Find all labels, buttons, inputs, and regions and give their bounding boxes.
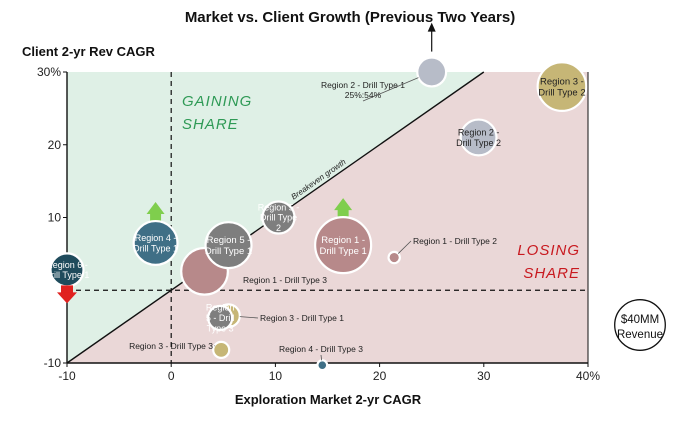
bubble-label: 2	[276, 223, 281, 233]
bubble-region-3-drill-type-2	[536, 61, 588, 112]
x-axis-title: Exploration Market 2-yr CAGR	[235, 392, 422, 407]
bubble-label: Region 3 -	[540, 76, 584, 87]
bubble-label: Drill Type 1	[133, 243, 178, 253]
bubble-label: Drill Type 2	[456, 138, 501, 148]
bubble-region-2-drill-type-1	[416, 56, 448, 88]
x-tick-label: -10	[58, 369, 76, 383]
bubble-region-1-drill-type-2	[387, 250, 401, 265]
bubble-outside-label: Region 1 - Drill Type 2	[413, 236, 497, 246]
y-tick-label: 30%	[37, 65, 61, 79]
arrows	[57, 22, 436, 304]
y-tick-label: -10	[44, 356, 62, 370]
bubbles	[49, 56, 588, 372]
bubble-label: Region	[206, 303, 235, 313]
bubble-label: Region 5 -	[258, 202, 300, 212]
y-tick-label: 10	[48, 211, 62, 225]
losing-share-label: LOSING	[517, 242, 580, 259]
size-legend-label: $40MM	[621, 314, 659, 326]
growth-arrow-up	[337, 209, 349, 218]
bubble-outside-label: Region 1 - Drill Type 3	[243, 275, 327, 285]
bubble-label: Drill Type	[260, 213, 297, 223]
leader-line	[397, 240, 412, 254]
bubble-label: Region 2 -	[458, 127, 500, 137]
bubble-region-1-drill-type-1	[314, 216, 373, 275]
bubble-label: 5 - Drill	[206, 313, 235, 323]
bubble-label: Drill Type 2	[538, 87, 585, 98]
bubble-label: Region 5 -	[207, 235, 251, 246]
bubble-region-2-drill-type-2	[459, 118, 498, 157]
y-axis-title: Client 2-yr Rev CAGR	[22, 44, 156, 59]
losing-share-label: SHARE	[523, 265, 580, 282]
x-tick-label: 40%	[576, 369, 600, 383]
size-legend-label: Revenue	[617, 329, 663, 341]
bubble-region-4-drill-type-1	[132, 219, 179, 266]
x-tick-label: 20	[373, 369, 387, 383]
leader-line	[362, 77, 419, 102]
off-scale-arrow	[427, 22, 436, 32]
x-tick-label: 10	[269, 369, 283, 383]
bubble-label: Region 6 -	[46, 260, 88, 270]
gaining-share-label: GAINING	[182, 93, 252, 110]
axes: -10 0 10 20 30 40% -10 10 20 30%	[37, 65, 600, 383]
arrows-back	[146, 198, 353, 222]
gaining-share-label: SHARE	[182, 116, 239, 133]
chart-title: Market vs. Client Growth (Previous Two Y…	[185, 9, 515, 26]
x-tick-label: 30	[477, 369, 491, 383]
bubble-label: Drill Type 1	[205, 246, 252, 257]
size-legend-bubble	[614, 299, 666, 351]
bubble-region-5-drill-type-1	[204, 221, 253, 270]
bubble-label: Region 4 -	[135, 233, 177, 243]
bubble-region-3-drill-type-3	[212, 340, 231, 360]
decline-arrow-down	[61, 285, 73, 294]
bubble-region-4-drill-type-3	[316, 359, 329, 372]
bubble-outside-label: 25%:54%	[345, 90, 382, 100]
bubble-label: Type 3	[207, 323, 234, 333]
bubble-outside-label: Region 3 - Drill Type 1	[260, 313, 344, 323]
bubble-outside-label: Region 4 - Drill Type 3	[279, 344, 363, 354]
labels: Market vs. Client Growth (Previous Two Y…	[22, 9, 666, 407]
leader-line	[239, 316, 259, 319]
bubble-region-5-drill-type-3	[207, 304, 234, 331]
growth-arrow-up	[150, 213, 162, 222]
growth-arrow-up	[334, 198, 353, 211]
decline-arrow-down	[57, 292, 77, 304]
bubble-region-5-drill-type-2	[261, 200, 296, 235]
x-tick-label: 0	[168, 369, 175, 383]
bubble-label: Drill Type 1	[319, 246, 366, 257]
leader-line	[320, 354, 323, 361]
bubble-outside-label: Region 3 - Drill Type 3	[129, 341, 213, 351]
y-tick-label: 20	[48, 138, 62, 152]
bubble-label: Region 1 -	[321, 235, 365, 246]
bubble-label: Drill Type 1	[45, 270, 90, 280]
growth-arrow-up	[146, 202, 165, 215]
bubble-outside-label: Region 2 - Drill Type 1	[321, 80, 405, 90]
